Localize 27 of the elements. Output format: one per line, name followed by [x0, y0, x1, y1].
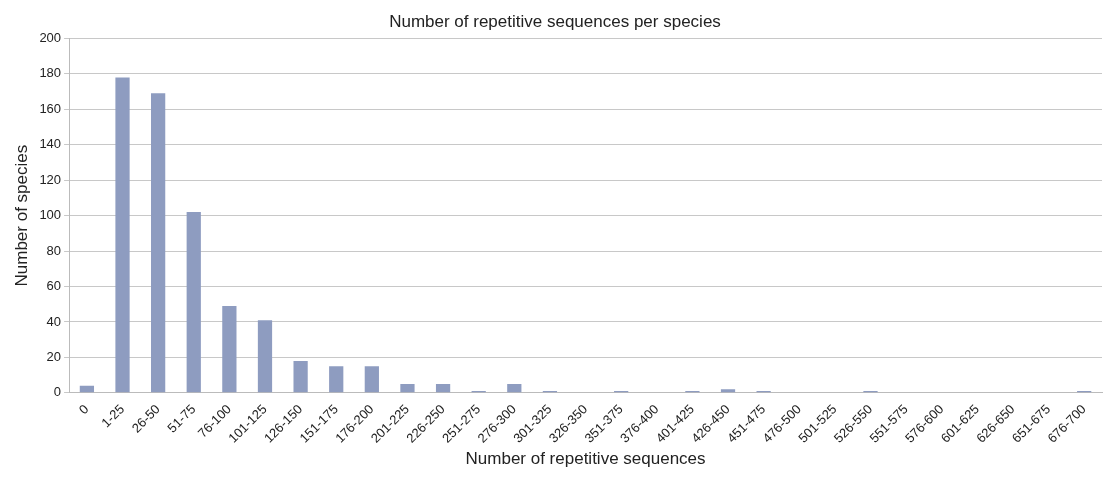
bar — [400, 383, 415, 393]
y-tick-label: 180 — [39, 65, 62, 81]
y-tick-label: 160 — [39, 100, 62, 116]
y-tick-label: 120 — [39, 171, 62, 187]
bar — [720, 389, 736, 393]
y-tick-label: 20 — [46, 348, 62, 364]
bar — [364, 366, 379, 393]
y-tick-label: 200 — [39, 29, 62, 45]
y-tick-label: 100 — [39, 207, 62, 223]
x-tick-label: 0 — [75, 401, 92, 418]
y-tick-label: 60 — [46, 278, 62, 294]
bar — [293, 360, 308, 393]
bar — [329, 366, 344, 393]
bar — [435, 383, 451, 393]
y-axis-title: Number of species — [11, 144, 31, 287]
y-tick-label: 0 — [53, 384, 62, 400]
bar — [222, 306, 237, 393]
bar — [507, 383, 522, 393]
bar — [115, 77, 130, 393]
x-axis-title: Number of repetitive sequences — [465, 449, 706, 469]
y-tick-label: 140 — [39, 136, 62, 152]
y-tick-label: 40 — [46, 313, 62, 329]
bar — [257, 320, 273, 393]
y-tick-label: 80 — [46, 242, 62, 258]
bar — [151, 93, 166, 393]
chart-title: Number of repetitive sequences per species — [389, 11, 721, 31]
bar — [186, 212, 201, 393]
